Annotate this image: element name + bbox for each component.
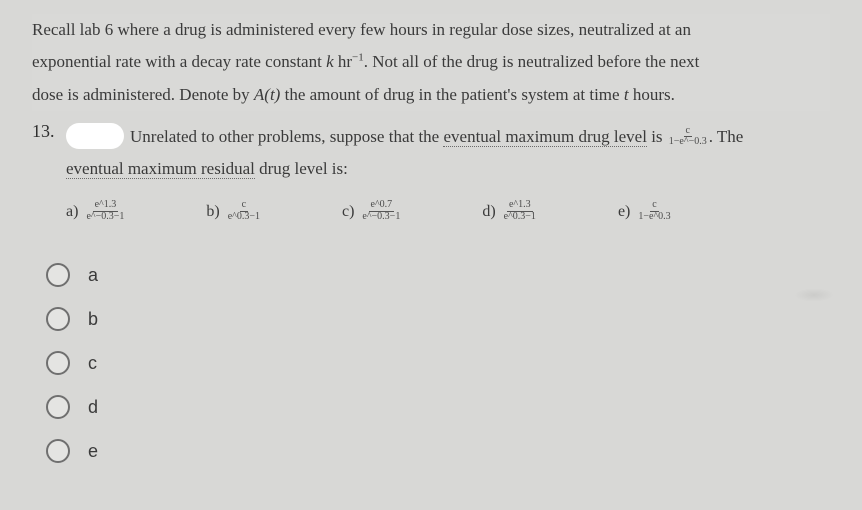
choice-b-den: e^0.3−1 — [226, 212, 262, 223]
frac-max-num: c — [684, 126, 692, 138]
choice-e-den: 1−e^0.3 — [636, 212, 672, 223]
fraction-max: c1−e^−0.3 — [667, 126, 709, 148]
choice-c-num: e^0.7 — [369, 200, 395, 212]
intro-hr: hr — [334, 52, 352, 71]
problem-context: Recall lab 6 where a drug is administere… — [32, 14, 830, 111]
radio-label-c: c — [88, 353, 97, 374]
intro-text-1: Recall lab 6 where a drug is administere… — [32, 20, 691, 39]
choice-d-frac: e^1.3e^0.3−1 — [502, 200, 538, 222]
choice-b: b) ce^0.3−1 — [206, 201, 262, 223]
choice-e-label: e) — [618, 203, 630, 221]
radio-group: a b c d e — [46, 263, 830, 463]
choice-b-label: b) — [206, 203, 219, 221]
paper-smudge — [794, 288, 834, 302]
choice-c-label: c) — [342, 203, 354, 221]
choice-c-den: e^−0.3−1 — [360, 212, 402, 223]
choice-c: c) e^0.7e^−0.3−1 — [342, 201, 402, 223]
choice-e-frac: c1−e^0.3 — [636, 200, 672, 222]
answer-choices: a) e^1.3e^−0.3−1 b) ce^0.3−1 c) e^0.7e^−… — [66, 201, 830, 223]
choice-d-label: d) — [482, 203, 495, 221]
radio-row-a[interactable]: a — [46, 263, 830, 287]
intro-text-3b: the amount of drug in the patient's syst… — [280, 85, 623, 104]
radio-d[interactable] — [46, 395, 70, 419]
question-row: 13. Unrelated to other problems, suppose… — [32, 121, 830, 153]
intro-text-2a: exponential rate with a decay rate const… — [32, 52, 326, 71]
radio-row-d[interactable]: d — [46, 395, 830, 419]
choice-a-frac: e^1.3e^−0.3−1 — [84, 200, 126, 222]
choice-e: e) c1−e^0.3 — [618, 201, 673, 223]
intro-paragraph: Recall lab 6 where a drug is administere… — [32, 14, 830, 111]
intro-At: A(t) — [254, 85, 280, 104]
choice-a-label: a) — [66, 203, 78, 221]
radio-e[interactable] — [46, 439, 70, 463]
intro-text-2b: . Not all of the drug is neutralized bef… — [364, 52, 700, 71]
choice-d-den: e^0.3−1 — [502, 212, 538, 223]
radio-a[interactable] — [46, 263, 70, 287]
choice-d-num: e^1.3 — [507, 200, 533, 212]
choice-a-den: e^−0.3−1 — [84, 212, 126, 223]
q-text-2: is — [647, 127, 667, 146]
choice-e-num: c — [650, 200, 658, 212]
radio-c[interactable] — [46, 351, 70, 375]
question-number: 13. — [32, 121, 66, 142]
radio-label-b: b — [88, 309, 98, 330]
q-text-1: Unrelated to other problems, suppose tha… — [130, 127, 443, 146]
q-underline-1: eventual maximum drug level — [443, 127, 646, 147]
q-underline-2: eventual maximum residual — [66, 159, 255, 179]
radio-row-b[interactable]: b — [46, 307, 830, 331]
frac-max-den: 1−e^−0.3 — [667, 137, 709, 148]
choice-b-num: c — [240, 200, 248, 212]
intro-k: k — [326, 52, 334, 71]
radio-label-a: a — [88, 265, 98, 286]
whiteout-redaction — [66, 123, 124, 149]
radio-row-c[interactable]: c — [46, 351, 830, 375]
intro-text-3a: dose is administered. Denote by — [32, 85, 254, 104]
choice-b-frac: ce^0.3−1 — [226, 200, 262, 222]
intro-text-3c: hours. — [629, 85, 675, 104]
choice-d: d) e^1.3e^0.3−1 — [482, 201, 538, 223]
choice-a: a) e^1.3e^−0.3−1 — [66, 201, 126, 223]
q-text-3: . The — [709, 127, 744, 146]
question-body: Unrelated to other problems, suppose tha… — [130, 121, 830, 153]
radio-row-e[interactable]: e — [46, 439, 830, 463]
radio-label-e: e — [88, 441, 98, 462]
radio-b[interactable] — [46, 307, 70, 331]
intro-neg1: −1 — [352, 52, 364, 64]
q-text-line2b: drug level is: — [255, 159, 348, 178]
question-line2: eventual maximum residual drug level is: — [66, 153, 830, 185]
choice-a-num: e^1.3 — [93, 200, 119, 212]
choice-c-frac: e^0.7e^−0.3−1 — [360, 200, 402, 222]
radio-label-d: d — [88, 397, 98, 418]
